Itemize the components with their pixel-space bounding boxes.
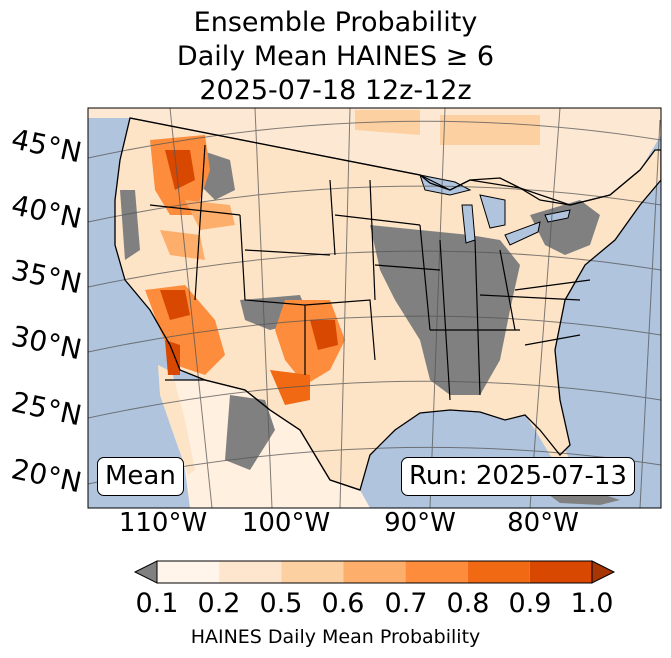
colorbar-tick: 0.5 [259, 588, 303, 619]
lon-label-110: 110°W [118, 508, 208, 538]
colorbar-segment [405, 561, 468, 583]
lon-label-80: 80°W [507, 508, 579, 538]
colorbar-tick: 0.9 [508, 588, 552, 619]
run-label-box: Run: 2025-07-13 [401, 457, 635, 496]
lake-erie [504, 221, 541, 246]
title-line-3: 2025-07-18 12z-12z [199, 75, 472, 106]
prob-area-newmexico-high [310, 320, 338, 350]
colorbar-segment [157, 561, 220, 583]
prob-area-canada [355, 110, 420, 135]
title-line-2: Daily Mean HAINES ≥ 6 [176, 41, 495, 72]
colorbar [133, 560, 616, 584]
title-line-1: Ensemble Probability [193, 7, 478, 38]
lon-label-100: 100°W [241, 508, 331, 538]
colorbar-segment [343, 561, 406, 583]
colorbar-tick: 0.8 [446, 588, 490, 619]
colorbar-tick: 0.1 [135, 588, 179, 619]
colorbar-segment [467, 561, 530, 583]
stat-label-box: Mean [97, 457, 184, 496]
missing-data-mexico [225, 395, 275, 470]
mexico-land [165, 380, 370, 508]
prob-area-canada-east [440, 115, 540, 145]
colorbar-tick: 0.2 [197, 588, 241, 619]
colorbar-under-arrow [133, 560, 158, 584]
colorbar-tick: 0.6 [321, 588, 365, 619]
lake-superior [419, 174, 472, 196]
colorbar-segment [219, 561, 282, 583]
prob-area-pnw-high [165, 150, 195, 190]
prob-area-arizona-high [160, 290, 190, 320]
lon-label-90: 90°W [384, 508, 456, 538]
us-coastline [114, 117, 661, 491]
prob-area-nevada [160, 230, 205, 260]
colorbar-label: HAINES Daily Mean Probability [190, 626, 481, 648]
missing-data-northeast [530, 200, 600, 255]
missing-data-westcoast [120, 190, 140, 260]
prob-area-idaho [185, 200, 235, 230]
baja-land [158, 365, 195, 475]
colorbar-segment [281, 561, 344, 583]
colorbar-tick: 0.7 [384, 588, 428, 619]
us-land [115, 118, 661, 490]
map-frame [87, 107, 662, 509]
colorbar-tick: 1.0 [570, 588, 614, 619]
lake-huron [479, 194, 506, 229]
colorbar-segment [529, 561, 592, 583]
prob-area-arizona [145, 285, 225, 375]
colorbar-over-arrow [591, 560, 616, 584]
prob-area-california-south [165, 340, 180, 375]
